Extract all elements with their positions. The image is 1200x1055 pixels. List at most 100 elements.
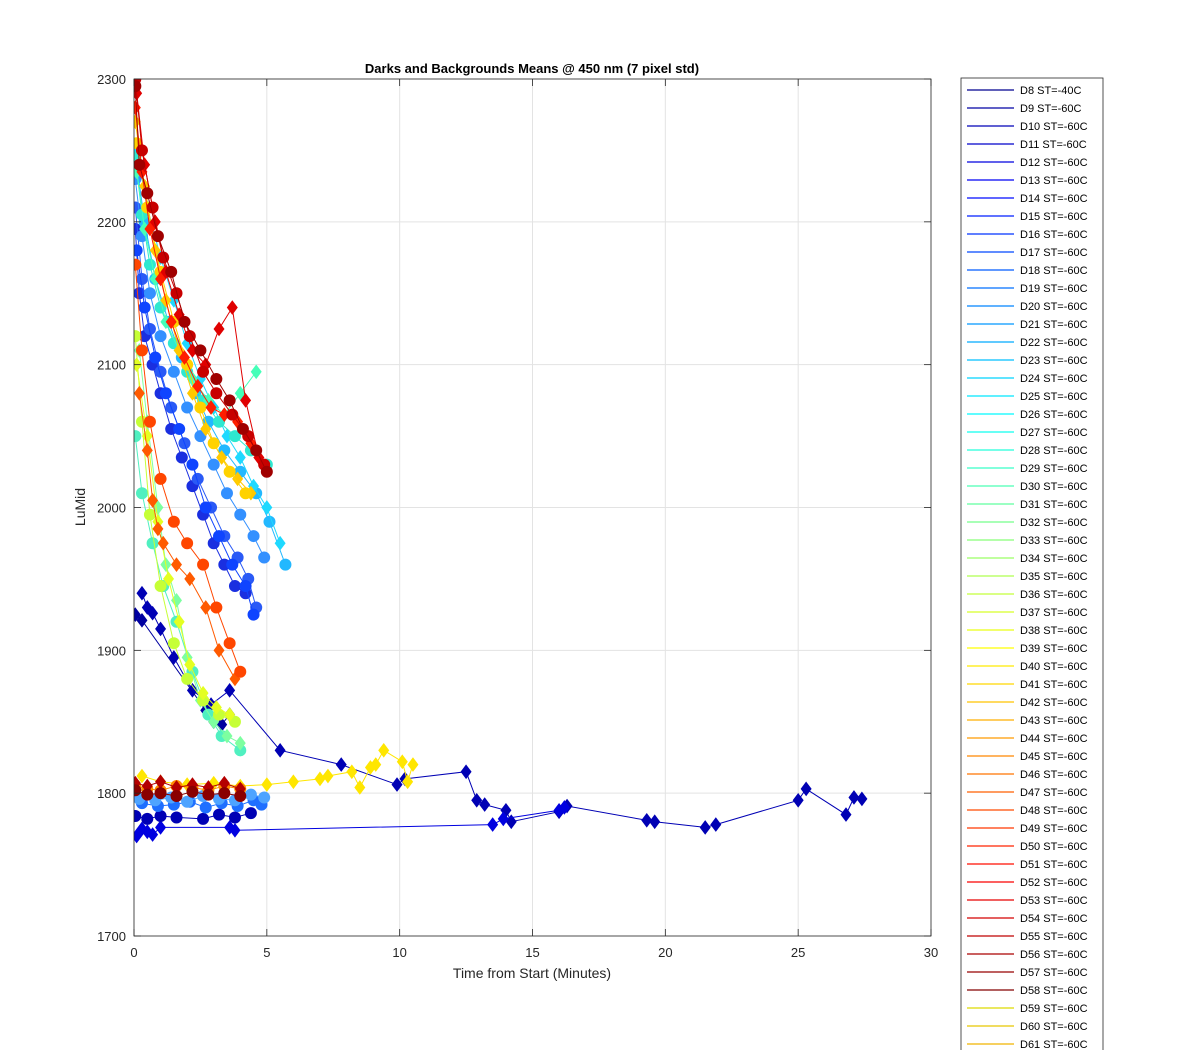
data-point-diamond	[155, 820, 167, 835]
data-point-circle	[228, 580, 241, 593]
data-point-circle	[223, 637, 236, 650]
data-point-circle	[167, 515, 180, 528]
legend-entry-label: D36 ST=-60C	[1020, 589, 1088, 601]
data-point-diamond	[213, 321, 225, 337]
legend-entry-label: D58 ST=-60C	[1020, 985, 1088, 997]
data-point-diamond	[186, 682, 198, 698]
legend-entry-label: D12 ST=-60C	[1020, 157, 1088, 169]
data-point-circle	[134, 244, 143, 257]
data-point-circle	[151, 230, 164, 243]
data-point-circle	[181, 401, 194, 414]
data-point-circle	[194, 430, 207, 443]
data-point-circle	[175, 451, 188, 464]
data-point-diamond	[141, 443, 153, 458]
plot-clip	[134, 79, 868, 844]
series-9	[134, 172, 271, 564]
data-point-circle	[154, 810, 167, 823]
legend-entry-label: D52 ST=-60C	[1020, 877, 1088, 889]
legend-entry-label: D28 ST=-60C	[1020, 445, 1088, 457]
legend-entry-label: D13 ST=-60C	[1020, 175, 1088, 187]
data-point-diamond	[234, 735, 246, 751]
data-point-circle	[178, 315, 191, 328]
data-point-circle	[170, 790, 183, 803]
data-point-circle	[207, 437, 220, 450]
y-tick-label: 2300	[97, 72, 126, 87]
data-point-diamond	[261, 777, 273, 792]
legend-entry-label: D39 ST=-60C	[1020, 643, 1088, 655]
legend-entry-label: D33 ST=-60C	[1020, 535, 1088, 547]
data-point-circle	[228, 715, 241, 728]
series-22	[134, 385, 241, 687]
data-point-circle	[194, 344, 207, 357]
legend-entry-label: D8 ST=-40C	[1020, 85, 1081, 97]
data-point-diamond	[221, 728, 233, 744]
data-point-circle	[143, 415, 156, 428]
data-point-diamond	[178, 350, 190, 365]
data-point-circle	[197, 365, 210, 378]
data-point-diamond	[354, 780, 366, 795]
data-point-diamond	[144, 221, 156, 237]
data-point-circle	[173, 422, 186, 435]
data-point-diamond	[168, 650, 180, 665]
y-tick-label: 1700	[97, 929, 126, 944]
data-point-circle	[234, 790, 247, 803]
data-point-diamond	[165, 314, 177, 330]
data-point-diamond	[157, 535, 169, 551]
data-point-circle	[210, 601, 223, 614]
data-point-circle	[199, 801, 212, 814]
data-point-diamond	[149, 243, 161, 258]
data-point-diamond	[274, 535, 286, 551]
data-point-circle	[258, 551, 271, 564]
data-point-circle	[210, 387, 223, 400]
data-point-diamond	[226, 300, 238, 315]
legend-entry-label: D37 ST=-60C	[1020, 607, 1088, 619]
data-point-circle	[154, 787, 167, 800]
data-point-circle	[279, 558, 292, 571]
data-point-diamond	[210, 700, 222, 715]
data-point-circle	[135, 272, 148, 285]
data-point-diamond	[641, 812, 653, 828]
legend-entry-label: D61 ST=-60C	[1020, 1039, 1088, 1050]
x-tick-label: 20	[658, 945, 672, 960]
data-point-circle	[234, 665, 247, 678]
data-point-circle	[191, 472, 204, 485]
data-point-circle	[138, 301, 151, 314]
data-point-diamond	[460, 764, 472, 780]
data-point-diamond	[558, 800, 570, 815]
data-point-diamond	[134, 100, 141, 115]
data-point-circle	[186, 785, 199, 798]
legend-box	[960, 77, 1104, 1055]
data-point-diamond	[197, 685, 209, 701]
data-point-diamond	[229, 822, 241, 838]
data-point-diamond	[346, 764, 358, 780]
legend-entry-label: D25 ST=-60C	[1020, 391, 1088, 403]
data-point-diamond	[479, 797, 491, 812]
x-tick-label: 0	[130, 945, 137, 960]
legend-entry-label: D57 ST=-60C	[1020, 967, 1088, 979]
legend-entry-label: D53 ST=-60C	[1020, 895, 1088, 907]
data-point-circle	[181, 672, 194, 685]
data-point-diamond	[250, 364, 262, 380]
data-point-circle	[143, 258, 156, 271]
data-point-diamond	[205, 400, 217, 415]
data-point-circle	[218, 787, 231, 800]
x-axis-label: Time from Start (Minutes)	[453, 965, 611, 981]
data-point-diamond	[136, 768, 148, 784]
series-23	[134, 258, 247, 678]
data-point-circle	[239, 487, 252, 500]
data-point-circle	[197, 812, 210, 825]
data-point-diamond	[147, 605, 159, 621]
data-point-circle	[146, 537, 159, 550]
y-axis-label: LuMid	[72, 488, 88, 526]
data-point-circle	[149, 351, 162, 364]
data-point-circle	[141, 187, 154, 200]
series-line	[141, 593, 862, 828]
legend-entry-label: D43 ST=-60C	[1020, 715, 1088, 727]
legend-entry-label: D27 ST=-60C	[1020, 427, 1088, 439]
data-point-circle	[181, 795, 194, 808]
legend-entry-label: D16 ST=-60C	[1020, 229, 1088, 241]
data-point-circle	[244, 788, 257, 801]
data-point-circle	[154, 580, 167, 593]
data-point-diamond	[184, 571, 196, 587]
legend-entry-label: D22 ST=-60C	[1020, 337, 1088, 349]
